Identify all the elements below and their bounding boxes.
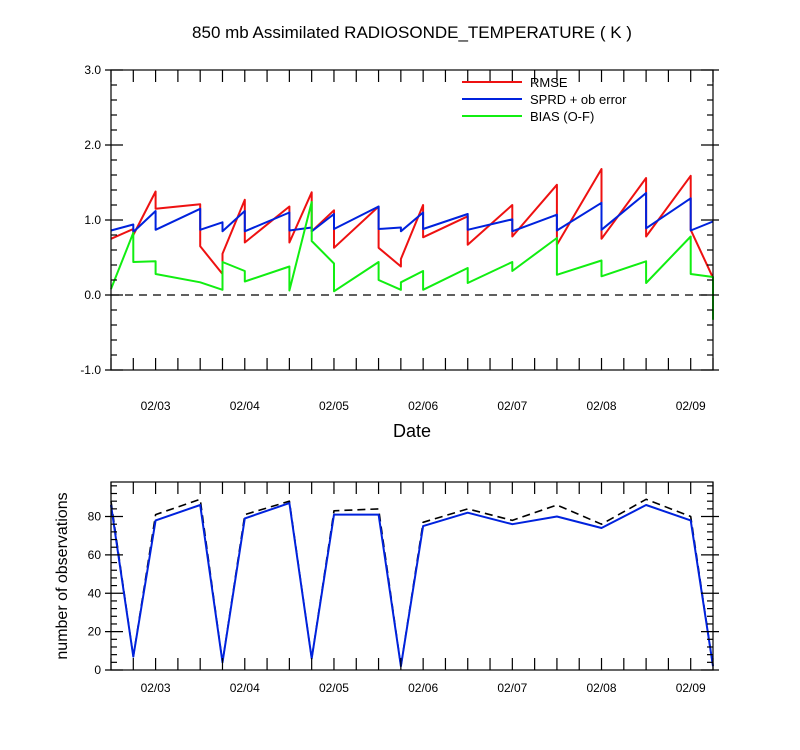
y-tick-label: 0 [94, 663, 101, 677]
y-tick-label: 20 [88, 625, 102, 639]
legend-label-rmse: RMSE [530, 75, 568, 90]
y-tick-label: 80 [88, 510, 102, 524]
y-tick-label: 60 [88, 548, 102, 562]
top-plot-frame [110, 69, 714, 371]
series-line-bias-o-f [110, 201, 714, 320]
top-x-axis-label: Date [393, 421, 431, 441]
legend: RMSE SPRD + ob error BIAS (O-F) [462, 75, 627, 124]
x-tick-label: 02/09 [676, 681, 706, 695]
bottom-y-axis-label: number of observations [54, 492, 71, 659]
series-line-used [110, 502, 714, 668]
legend-label-sprd: SPRD + ob error [530, 92, 627, 107]
x-tick-label: 02/04 [230, 399, 260, 413]
legend-label-bias: BIAS (O-F) [530, 109, 594, 124]
y-tick-label: 2.0 [84, 138, 101, 152]
series-line-sprd-ob-error [110, 192, 714, 233]
bottom-plot-frame [110, 481, 714, 671]
x-tick-label: 02/03 [141, 681, 171, 695]
y-tick-label: 1.0 [84, 213, 101, 227]
x-tick-label: 02/09 [676, 399, 706, 413]
x-tick-label: 02/03 [141, 399, 171, 413]
x-tick-label: 02/08 [587, 681, 617, 695]
series-line-possible [110, 498, 714, 668]
y-tick-label: 40 [88, 586, 102, 600]
x-tick-label: 02/05 [319, 681, 349, 695]
x-tick-label: 02/07 [497, 681, 527, 695]
x-tick-label: 02/07 [497, 399, 527, 413]
x-tick-label: 02/06 [408, 681, 438, 695]
bottom-chart-panel: 02/03 02/04 02/05 02/06 02/07 02/08 02/09 0 20 40… [54, 481, 719, 695]
x-tick-label: 02/04 [230, 681, 260, 695]
x-tick-label: 02/06 [408, 399, 438, 413]
top-chart-panel: 850 mb Assimilated RADIOSONDE_TEMPERATUR… [80, 23, 719, 441]
y-tick-label: 3.0 [84, 63, 101, 77]
y-tick-label: -1.0 [80, 363, 101, 377]
x-tick-label: 02/08 [587, 399, 617, 413]
x-tick-label: 02/05 [319, 399, 349, 413]
series-line-rmse [110, 168, 714, 279]
top-chart-title: 850 mb Assimilated RADIOSONDE_TEMPERATUR… [192, 23, 632, 42]
y-tick-label: 0.0 [84, 288, 101, 302]
